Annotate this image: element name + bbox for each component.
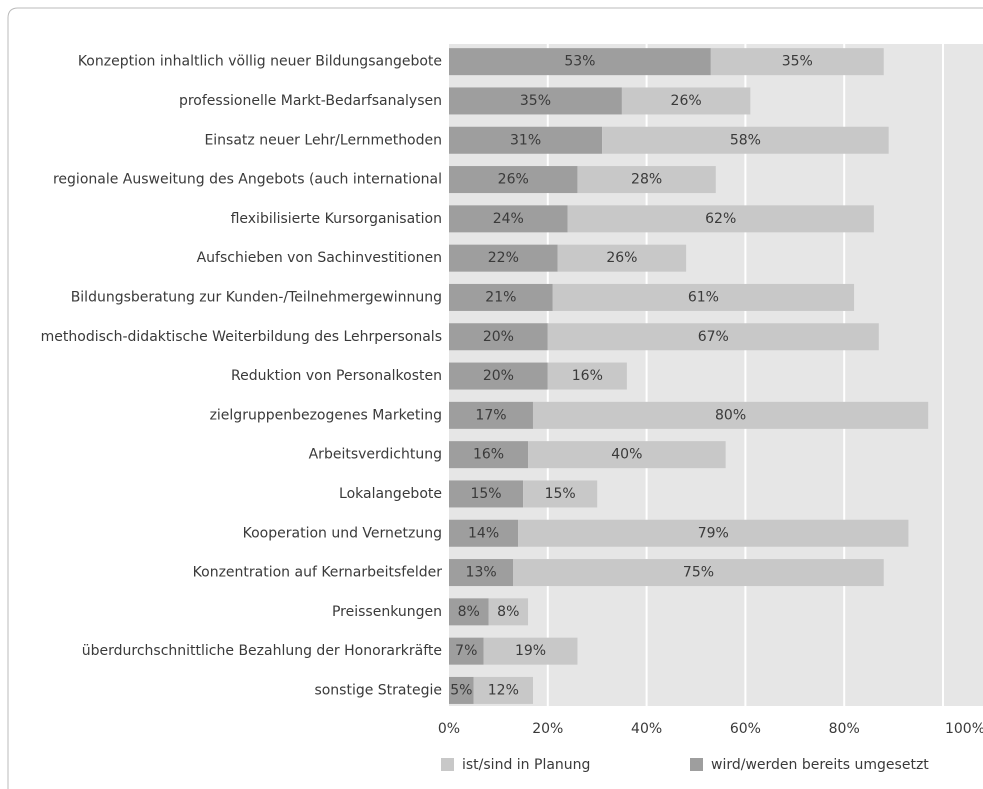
x-tick-label: 100% — [945, 721, 983, 737]
value-label: 28% — [631, 172, 662, 188]
category-label: Aufschieben von Sachinvestitionen — [197, 250, 442, 266]
bar-segment — [449, 87, 622, 115]
bar-segment — [513, 559, 884, 587]
legend-swatch — [690, 758, 703, 771]
bar-segment — [488, 598, 529, 626]
value-label: 24% — [493, 211, 524, 227]
value-label: 16% — [473, 447, 504, 463]
bar-segment — [449, 519, 519, 547]
bar-segment — [449, 283, 553, 311]
bar-segment — [449, 244, 558, 272]
bar-segment — [449, 362, 548, 390]
category-label: überdurchschnittliche Bezahlung der Hono… — [82, 643, 442, 659]
category-label: flexibilisierte Kursorganisation — [231, 211, 442, 227]
bar-segment — [557, 244, 687, 272]
value-label: 40% — [611, 447, 642, 463]
value-label: 61% — [688, 289, 719, 305]
value-label: 5% — [450, 682, 472, 698]
value-label: 15% — [545, 486, 576, 502]
bar-segment — [621, 87, 751, 115]
legend-swatch — [441, 758, 454, 771]
category-label: zielgruppenbezogenes Marketing — [210, 407, 442, 423]
value-label: 12% — [488, 682, 519, 698]
value-label: 16% — [572, 368, 603, 384]
bar-segment — [547, 362, 627, 390]
bar-segment — [473, 676, 533, 704]
x-tick-label: 20% — [532, 721, 563, 737]
x-tick-label: 0% — [438, 721, 460, 737]
value-label: 58% — [730, 132, 761, 148]
value-label: 75% — [683, 565, 714, 581]
value-label: 53% — [564, 54, 595, 70]
bar-segment — [483, 637, 578, 665]
value-label: 26% — [498, 172, 529, 188]
value-label: 7% — [455, 643, 477, 659]
value-label: 80% — [715, 407, 746, 423]
value-label: 19% — [515, 643, 546, 659]
category-label: regionale Ausweitung des Angebots (auch … — [53, 172, 442, 188]
value-label: 67% — [698, 329, 729, 345]
category-label: Reduktion von Personalkosten — [231, 368, 442, 384]
category-label: Konzeption inhaltlich völlig neuer Bildu… — [78, 54, 442, 70]
value-label: 62% — [705, 211, 736, 227]
bar-segment — [449, 441, 529, 469]
bar-segment — [710, 48, 884, 76]
value-label: 14% — [468, 525, 499, 541]
value-label: 15% — [470, 486, 501, 502]
value-label: 79% — [698, 525, 729, 541]
bar-segment — [449, 480, 524, 508]
value-label: 26% — [671, 93, 702, 109]
bar-segment — [449, 205, 568, 233]
category-label: Konzentration auf Kernarbeitsfelder — [193, 565, 443, 581]
value-label: 31% — [510, 132, 541, 148]
bar-segment — [449, 126, 603, 154]
value-label: 20% — [483, 368, 514, 384]
bar-segment — [532, 401, 929, 429]
x-tick-label: 80% — [829, 721, 860, 737]
bar-segment — [602, 126, 889, 154]
bar-segment — [577, 166, 716, 194]
frame — [7, 7, 983, 789]
value-label: 35% — [520, 93, 551, 109]
bar-segment — [449, 559, 514, 587]
legend-label: wird/werden bereits umgesetzt — [711, 757, 929, 773]
bar-segment — [518, 519, 909, 547]
bar-segment — [449, 637, 484, 665]
value-label: 20% — [483, 329, 514, 345]
category-label: Preissenkungen — [332, 604, 442, 620]
value-label: 17% — [475, 407, 506, 423]
bar-segment — [547, 323, 879, 351]
value-label: 13% — [466, 565, 497, 581]
category-label: Lokalangebote — [339, 486, 442, 502]
bar-segment — [449, 323, 548, 351]
bar-segment — [528, 441, 726, 469]
bar-segment — [552, 283, 855, 311]
bar-segment — [449, 48, 711, 76]
value-label: 8% — [497, 604, 519, 620]
bar-segment — [449, 166, 578, 194]
bar-segment — [523, 480, 598, 508]
value-label: 26% — [606, 250, 637, 266]
bar-segment — [449, 401, 533, 429]
category-label: Einsatz neuer Lehr/Lernmethoden — [204, 132, 442, 148]
value-label: 22% — [488, 250, 519, 266]
value-label: 21% — [485, 289, 516, 305]
category-label: sonstige Strategie — [314, 682, 442, 698]
x-tick-label: 40% — [631, 721, 662, 737]
bar-segment — [567, 205, 874, 233]
category-label: Arbeitsverdichtung — [309, 447, 442, 463]
category-label: Bildungsberatung zur Kunden-/Teilnehmerg… — [71, 289, 442, 305]
x-tick-label: 60% — [730, 721, 761, 737]
bar-segment — [449, 676, 474, 704]
value-label: 8% — [458, 604, 480, 620]
value-label: 35% — [782, 54, 813, 70]
legend-label: ist/sind in Planung — [462, 757, 590, 773]
category-label: professionelle Markt-Bedarfsanalysen — [179, 93, 442, 109]
category-label: Kooperation und Vernetzung — [243, 525, 442, 541]
category-label: methodisch-didaktische Weiterbildung des… — [41, 329, 442, 345]
bar-segment — [449, 598, 489, 626]
